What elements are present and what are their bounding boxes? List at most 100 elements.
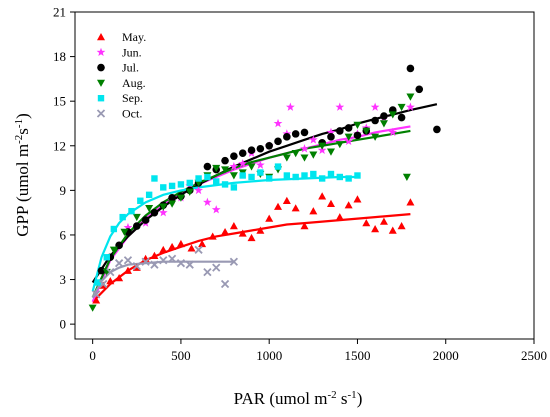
- point-sep: [318, 175, 326, 182]
- point-aug: [402, 173, 411, 181]
- point-aug: [229, 172, 238, 180]
- point-oct: [114, 259, 124, 268]
- legend-label: Jul.: [122, 61, 139, 75]
- point-may: [335, 213, 344, 221]
- legend-marker-oct: [96, 109, 106, 118]
- point-jul: [300, 128, 309, 137]
- point-aug: [168, 200, 177, 208]
- point-sep: [110, 225, 118, 233]
- point-sep: [119, 213, 126, 221]
- legend-marker-jun: [96, 47, 106, 57]
- point-oct: [203, 267, 212, 277]
- point-sep: [94, 279, 102, 286]
- x-tick-label: 500: [171, 348, 191, 363]
- point-may: [238, 229, 247, 237]
- point-jul: [168, 193, 176, 202]
- point-aug: [132, 213, 141, 222]
- point-sep: [204, 173, 211, 181]
- point-jun: [344, 136, 354, 146]
- point-aug: [309, 151, 318, 159]
- point-may: [362, 219, 371, 227]
- point-sep: [160, 184, 167, 191]
- legend-label: Aug.: [122, 76, 146, 90]
- point-may: [300, 222, 309, 230]
- point-jul: [371, 116, 379, 125]
- point-sep: [230, 184, 238, 191]
- point-oct: [150, 260, 159, 269]
- point-jun: [308, 135, 318, 144]
- point-may: [274, 202, 283, 210]
- point-jun: [370, 102, 380, 111]
- point-aug: [406, 93, 415, 101]
- point-aug: [247, 163, 256, 171]
- point-aug: [379, 120, 388, 128]
- point-sep: [177, 181, 185, 188]
- point-aug: [326, 148, 335, 156]
- point-oct: [167, 254, 177, 263]
- fit-curve-oct: [91, 260, 234, 298]
- point-jul: [221, 156, 229, 165]
- point-aug: [300, 154, 309, 162]
- point-may: [106, 277, 115, 285]
- point-oct: [159, 256, 168, 265]
- point-sep: [301, 172, 308, 179]
- point-sep: [137, 197, 144, 204]
- fit-curve-aug: [91, 129, 411, 298]
- point-may: [265, 214, 274, 222]
- point-jun: [300, 144, 309, 153]
- point-jun: [123, 222, 133, 232]
- point-jun: [211, 205, 221, 214]
- x-tick-label: 1000: [256, 348, 282, 363]
- x-tick-label: 2500: [521, 348, 547, 363]
- y-tick-label: 9: [60, 183, 67, 198]
- point-sep: [257, 169, 264, 176]
- point-jul: [353, 131, 362, 140]
- point-aug: [318, 142, 327, 150]
- point-jun: [238, 159, 248, 168]
- y-tick-label: 21: [53, 5, 66, 20]
- point-oct: [123, 256, 133, 265]
- point-jun: [317, 145, 327, 154]
- point-jul: [247, 146, 256, 155]
- point-sep: [151, 175, 158, 182]
- point-jul: [97, 266, 106, 275]
- point-jun: [255, 160, 265, 169]
- point-sep: [274, 163, 282, 170]
- point-jun: [203, 197, 212, 206]
- legend-label: Jun.: [122, 45, 142, 59]
- y-axis-title: GPP (umol m-2s-1): [13, 113, 32, 237]
- point-oct: [92, 290, 101, 299]
- point-may: [187, 244, 196, 252]
- point-jul: [150, 208, 159, 217]
- y-tick-label: 0: [60, 317, 67, 332]
- point-jul: [283, 133, 291, 141]
- point-sep: [292, 173, 299, 181]
- x-axis-title: PAR (umol m-2 s-1): [234, 389, 363, 408]
- legend-marker-may: [97, 33, 105, 41]
- point-sep: [186, 179, 193, 187]
- point-jul: [327, 133, 335, 141]
- fit-curves: [91, 103, 438, 303]
- point-may: [397, 222, 406, 230]
- point-sep: [195, 175, 202, 182]
- point-oct: [99, 279, 108, 289]
- point-may: [168, 242, 177, 251]
- point-jun: [273, 118, 283, 128]
- legend-label: May.: [122, 30, 146, 44]
- point-may: [256, 226, 265, 234]
- point-sep: [265, 175, 273, 182]
- point-jun: [326, 127, 336, 137]
- point-may: [379, 217, 388, 225]
- point-aug: [176, 194, 185, 202]
- point-sep: [103, 254, 110, 261]
- point-jul: [406, 64, 415, 73]
- point-oct: [132, 262, 141, 271]
- point-jun: [194, 185, 203, 195]
- point-jul: [141, 216, 150, 224]
- point-aug: [282, 154, 291, 162]
- point-jul: [230, 152, 238, 160]
- point-aug: [344, 133, 353, 141]
- point-may: [229, 222, 238, 230]
- point-may: [309, 207, 318, 215]
- legend-marker-jul: [97, 63, 105, 72]
